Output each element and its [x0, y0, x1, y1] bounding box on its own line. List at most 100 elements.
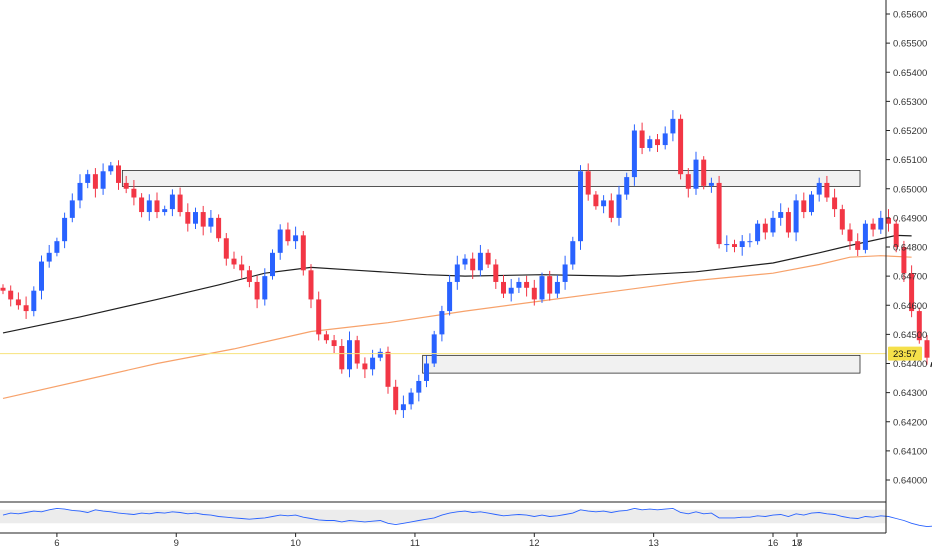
candle-body	[178, 195, 183, 212]
candle-body	[486, 253, 491, 265]
candle-body	[925, 340, 930, 357]
price-tick-label: 0.64000	[893, 476, 927, 487]
candle-body	[601, 200, 606, 206]
candle-body	[116, 165, 121, 182]
candle-body	[547, 276, 552, 293]
time-tick-label: 13	[648, 538, 659, 549]
candle-body	[694, 160, 699, 189]
candle-body	[301, 235, 306, 270]
candle-body	[1, 288, 6, 291]
candle-body	[362, 364, 367, 370]
candle-body	[848, 230, 853, 242]
candle-body	[224, 238, 229, 258]
candle-body	[855, 241, 860, 250]
candle-body	[755, 224, 760, 241]
time-tick-label: 11	[410, 538, 420, 549]
price-tick-label: 0.65500	[893, 39, 927, 50]
candle-body	[655, 139, 660, 145]
candle-body	[47, 253, 52, 262]
candle-body	[678, 119, 683, 174]
candle-body	[24, 305, 29, 311]
candle-body	[185, 212, 190, 224]
candle-body	[786, 212, 791, 232]
time-tick-label: 9	[174, 538, 179, 549]
candle-body	[255, 282, 260, 299]
candle-body	[540, 276, 545, 299]
candle-body	[309, 270, 314, 299]
candle-body	[378, 352, 383, 358]
candle-body	[478, 253, 483, 270]
candle-body	[663, 133, 668, 145]
price-tick-label: 0.65100	[893, 155, 927, 166]
candle-body	[532, 288, 537, 300]
candle-body	[470, 259, 475, 271]
support-zone	[423, 355, 860, 373]
candle-body	[124, 183, 129, 189]
price-tick-label: 0.64300	[893, 388, 927, 399]
candle-body	[239, 264, 244, 270]
candle-body	[101, 171, 106, 188]
candle-body	[285, 230, 290, 242]
price-tick-label: 0.65000	[893, 184, 927, 195]
candle-body	[424, 364, 429, 381]
candle-body	[501, 282, 506, 294]
candle-body	[447, 282, 452, 311]
candle-body	[70, 200, 75, 217]
candle-body	[686, 174, 691, 189]
price-tick-label: 0.65200	[893, 126, 927, 137]
candle-body	[262, 276, 267, 299]
time-tick-label: 12	[529, 538, 540, 549]
candle-body	[62, 218, 67, 241]
candle-body	[8, 291, 13, 300]
time-tick-label: 6	[54, 538, 59, 549]
candle-body	[316, 299, 321, 334]
price-tick-label: 0.64700	[893, 272, 927, 283]
candle-body	[232, 259, 237, 265]
candle-body	[747, 241, 752, 242]
zones-layer	[122, 170, 860, 373]
candle-body	[871, 224, 876, 230]
candle-body	[393, 387, 398, 410]
price-tick-label: 0.65400	[893, 68, 927, 79]
candle-body	[886, 218, 891, 224]
candle-body	[717, 183, 722, 244]
candle-body	[439, 311, 444, 334]
candle-body	[524, 282, 529, 288]
price-tick-label: 0.64400	[893, 359, 927, 370]
candle-body	[570, 241, 575, 264]
candle-body	[201, 212, 206, 227]
candle-body	[794, 200, 799, 232]
candle-body	[78, 183, 83, 200]
time-tick-label: 10	[290, 538, 301, 549]
candle-body	[208, 218, 213, 227]
candle-body	[771, 218, 776, 233]
candle-body	[170, 195, 175, 210]
candle-body	[108, 165, 113, 171]
candle-body	[162, 209, 167, 212]
candle-body	[270, 253, 275, 276]
candle-body	[863, 224, 868, 250]
candle-body	[16, 299, 21, 305]
candle-body	[578, 171, 583, 241]
candle-body	[293, 235, 298, 241]
candle-body	[724, 244, 729, 245]
candle-body	[817, 183, 822, 195]
candle-body	[247, 270, 252, 282]
candle-body	[93, 174, 98, 189]
candle-body	[493, 264, 498, 281]
candle-body	[463, 259, 468, 265]
candle-body	[778, 212, 783, 218]
price-tick-label: 0.64200	[893, 417, 927, 428]
candle-body	[809, 195, 814, 212]
candle-body	[416, 381, 421, 393]
candle-body	[401, 404, 406, 410]
price-tick-label: 0.65600	[893, 10, 927, 21]
candle-body	[586, 171, 591, 194]
candle-body	[216, 218, 221, 238]
candle-body	[763, 224, 768, 233]
candle-body	[670, 119, 675, 134]
time-tick-label: 18	[792, 538, 803, 549]
